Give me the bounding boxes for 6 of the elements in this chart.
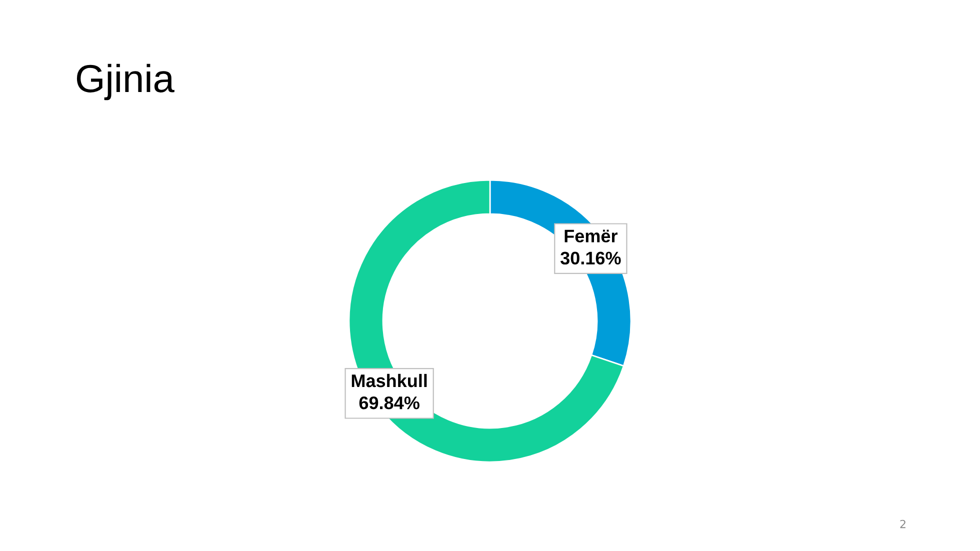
slice-label: Mashkull [352,374,427,388]
text: 2 [900,520,906,528]
slice-label: Femër [564,230,618,242]
chart-title: Gjinia [76,64,174,100]
data-label: 69.84% [359,396,420,410]
data-label: 30.16% [560,252,621,265]
